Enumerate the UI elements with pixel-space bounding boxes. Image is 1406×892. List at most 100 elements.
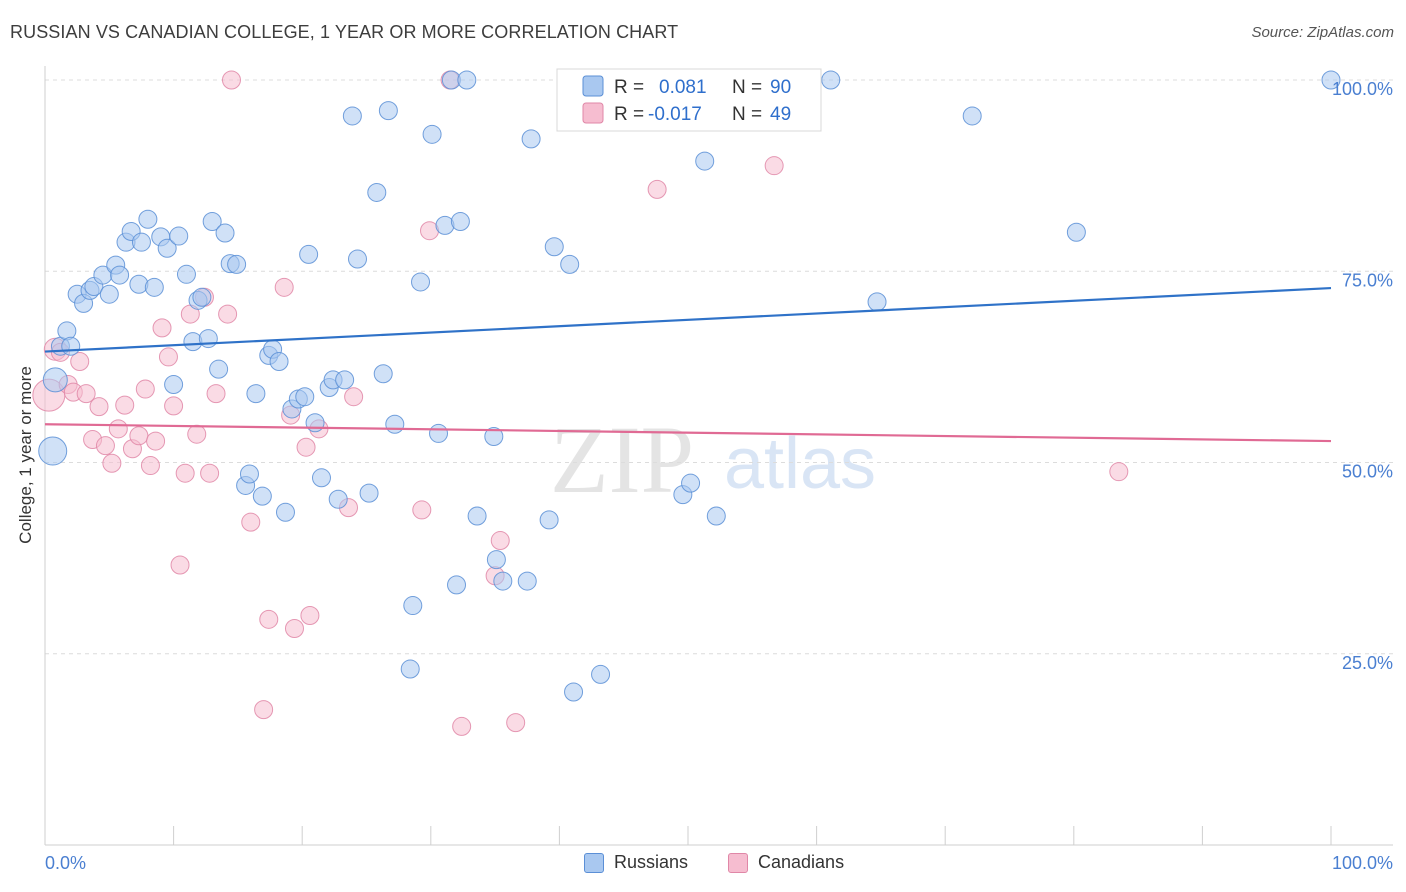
canadian-point [115, 395, 135, 415]
russian-point [129, 274, 149, 294]
legend-n-value-russians: 90 [770, 77, 791, 98]
russian-point [378, 101, 398, 121]
russian-point [429, 423, 449, 443]
canadian-point [129, 426, 149, 446]
russian-point [457, 70, 477, 90]
axes [44, 66, 1393, 846]
canadian-point [76, 384, 96, 404]
russian-point [385, 414, 405, 434]
russian-point [347, 249, 367, 269]
canadian-point [187, 424, 207, 444]
russians-trend-line [44, 286, 1332, 353]
legend-n-label-canadians: N = [732, 104, 762, 125]
russian-point [99, 284, 119, 304]
russian-point [450, 212, 470, 232]
russian-point [484, 426, 504, 446]
source-label: Source: ZipAtlas.com [1251, 24, 1394, 41]
canadian-point [221, 70, 241, 90]
canadian-point [259, 609, 279, 629]
y-tick-label: 25.0% [1342, 653, 1393, 673]
legend-swatch-canadians-bottom [728, 852, 748, 873]
watermark-atlas: atlas [724, 424, 876, 504]
russian-point [493, 571, 513, 591]
legend-item-canadians[interactable]: Canadians [728, 852, 844, 873]
tick-labels: 25.0% 50.0% 75.0% 100.0% 0.0% 100.0% [45, 79, 1393, 873]
russian-point [305, 413, 325, 433]
trend-lines [44, 286, 1332, 443]
russian-point [252, 486, 272, 506]
russian-point [215, 223, 235, 243]
canadian-point [1109, 462, 1129, 482]
russian-point [164, 374, 184, 394]
russian-point [176, 264, 196, 284]
series-legend: Russians Canadians [0, 852, 1406, 878]
canadian-point [218, 304, 238, 324]
canadian-point [108, 419, 128, 439]
canadian-point [254, 700, 274, 720]
canadian-point [140, 456, 160, 476]
russian-point [209, 359, 229, 379]
legend-r-value-russians: 0.081 [659, 77, 707, 98]
canadian-point [490, 531, 510, 551]
russian-point [131, 232, 151, 252]
canadian-point [89, 397, 109, 417]
y-tick-label: 50.0% [1342, 462, 1393, 482]
russian-point [328, 489, 348, 509]
canadian-point [95, 436, 115, 456]
legend-swatch-canadians [582, 102, 604, 124]
canadian-point [175, 463, 195, 483]
russian-point [239, 464, 259, 484]
russian-point [275, 502, 295, 522]
russian-point [486, 550, 506, 570]
canadian-point [158, 347, 178, 367]
russian-point [447, 575, 467, 595]
russian-point [311, 468, 331, 488]
russian-point [183, 332, 203, 352]
russian-point [695, 151, 715, 171]
russian-point [403, 596, 423, 616]
russian-point [591, 664, 611, 684]
russian-point [411, 272, 431, 292]
russian-point [544, 237, 564, 257]
russian-point [467, 506, 487, 526]
russian-point [227, 254, 247, 274]
canadian-point [206, 384, 226, 404]
chart-title: RUSSIAN VS CANADIAN COLLEGE, 1 YEAR OR M… [10, 22, 679, 42]
russian-point [1321, 70, 1341, 90]
russian-point [138, 209, 158, 229]
russian-point [342, 106, 362, 126]
legend-r-value-canadians: -0.017 [648, 104, 702, 125]
y-tick-label: 75.0% [1342, 270, 1393, 290]
russian-point [1066, 222, 1086, 242]
canadian-point [135, 379, 155, 399]
canadian-point [506, 713, 526, 733]
russian-point [295, 387, 315, 407]
russian-point [539, 510, 559, 530]
legend-r-label-russians: R = [614, 77, 644, 98]
canadian-point [296, 437, 316, 457]
russian-point [359, 483, 379, 503]
gridlines [45, 79, 1393, 655]
russian-point [169, 226, 189, 246]
watermark-zip: ZIP [550, 406, 694, 513]
canadian-point [152, 318, 172, 338]
legend-r-label-canadians: R = [614, 104, 644, 125]
canadian-point [300, 606, 320, 625]
legend-label-canadians: Canadians [758, 852, 845, 872]
x-tick-label: 0.0% [45, 853, 86, 873]
canadian-point [647, 179, 667, 199]
russian-point [706, 506, 726, 526]
legend-swatch-russians-bottom [584, 852, 604, 873]
legend-swatch-russians [582, 75, 604, 97]
russian-point [157, 238, 177, 258]
canadian-point [452, 716, 472, 736]
russian-point [373, 364, 393, 384]
legend-n-value-canadians: 49 [770, 104, 791, 125]
russians-points [38, 70, 1341, 702]
x-tick-label: 100.0% [1332, 853, 1393, 873]
canadian-point [200, 463, 220, 483]
legend-item-russians[interactable]: Russians [584, 852, 688, 873]
canadian-point [170, 555, 190, 575]
russian-point [192, 287, 212, 307]
